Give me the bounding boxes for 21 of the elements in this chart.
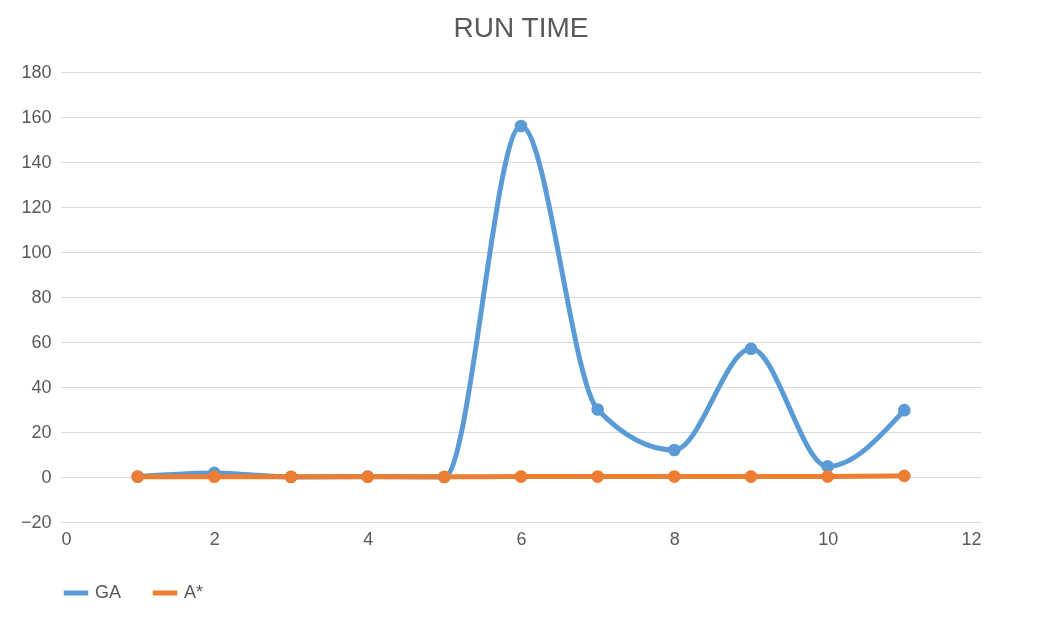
y-tick-label: 180 <box>21 61 52 82</box>
x-tick-label: 2 <box>209 528 220 549</box>
y-tick-label: 60 <box>31 331 52 352</box>
y-tick-label: −20 <box>20 511 52 532</box>
x-tick-label: 4 <box>363 528 374 549</box>
x-tick-label: 10 <box>818 528 839 549</box>
y-tick-label: 40 <box>31 376 52 397</box>
y-tick-label: 120 <box>21 196 52 217</box>
chart-title: RUN TIME <box>453 12 589 43</box>
y-tick-label: 80 <box>31 286 52 307</box>
y-tick-label: 20 <box>31 421 52 442</box>
x-tick-label: 12 <box>961 528 982 549</box>
y-tick-label: 140 <box>21 151 52 172</box>
y-tick-label: 160 <box>21 106 52 127</box>
x-tick-label: 6 <box>516 528 527 549</box>
x-tick-label: 8 <box>669 528 680 549</box>
x-tick-label: 0 <box>61 528 72 549</box>
legend-label: GA <box>95 582 122 602</box>
legend-label: A* <box>184 582 204 602</box>
y-tick-label: 0 <box>41 466 52 487</box>
y-tick-label: 100 <box>21 241 52 262</box>
